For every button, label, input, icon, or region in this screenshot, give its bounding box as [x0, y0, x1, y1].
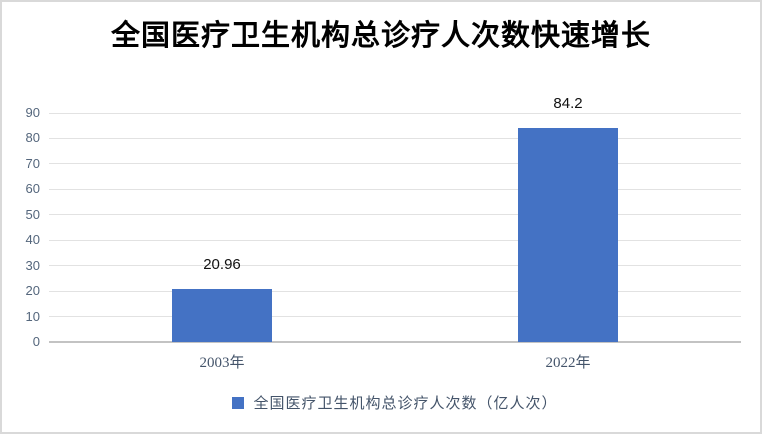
bar-2022年 [518, 127, 618, 342]
y-tick-label-40: 40 [25, 232, 40, 248]
legend: 全国医疗卫生机构总诊疗人次数（亿人次） [49, 392, 741, 413]
y-tick-label-90: 90 [25, 105, 40, 120]
chart-title: 全国医疗卫生机构总诊疗人次数快速增长 [110, 20, 651, 52]
y-tick-label-30: 30 [25, 257, 40, 273]
legend-marker-icon [232, 396, 245, 409]
gridline-y-90 [49, 112, 741, 114]
gridline-y-60 [49, 188, 741, 190]
x-tick-label-2003年: 2003年 [199, 355, 245, 371]
gridline-y-20 [49, 290, 741, 292]
gridline-y-30 [49, 265, 741, 267]
y-tick-label-80: 80 [25, 130, 40, 146]
y-tick-label-50: 50 [25, 206, 40, 222]
legend-series-label: 全国医疗卫生机构总诊疗人次数（亿人次） [253, 396, 558, 412]
y-tick-label-60: 60 [25, 181, 40, 197]
y-tick-label-20: 20 [25, 283, 40, 299]
y-tick-label-70: 70 [25, 155, 40, 171]
data-label-2022年: 84.2 [553, 94, 583, 112]
y-tick-label-0: 0 [32, 334, 40, 349]
gridline-y-70 [49, 163, 741, 165]
bar-2003年 [172, 288, 272, 342]
x-tick-label-2022年: 2022年 [545, 355, 591, 371]
data-label-2003年: 20.96 [203, 255, 241, 273]
y-tick-label-10: 10 [25, 308, 40, 324]
gridline-y-80 [49, 137, 741, 139]
x-axis-line [49, 341, 741, 343]
plot-area: 20.96 84.2 [49, 95, 741, 343]
gridline-y-50 [49, 214, 741, 216]
gridline-y-40 [49, 239, 741, 241]
gridline-y-10 [49, 316, 741, 318]
